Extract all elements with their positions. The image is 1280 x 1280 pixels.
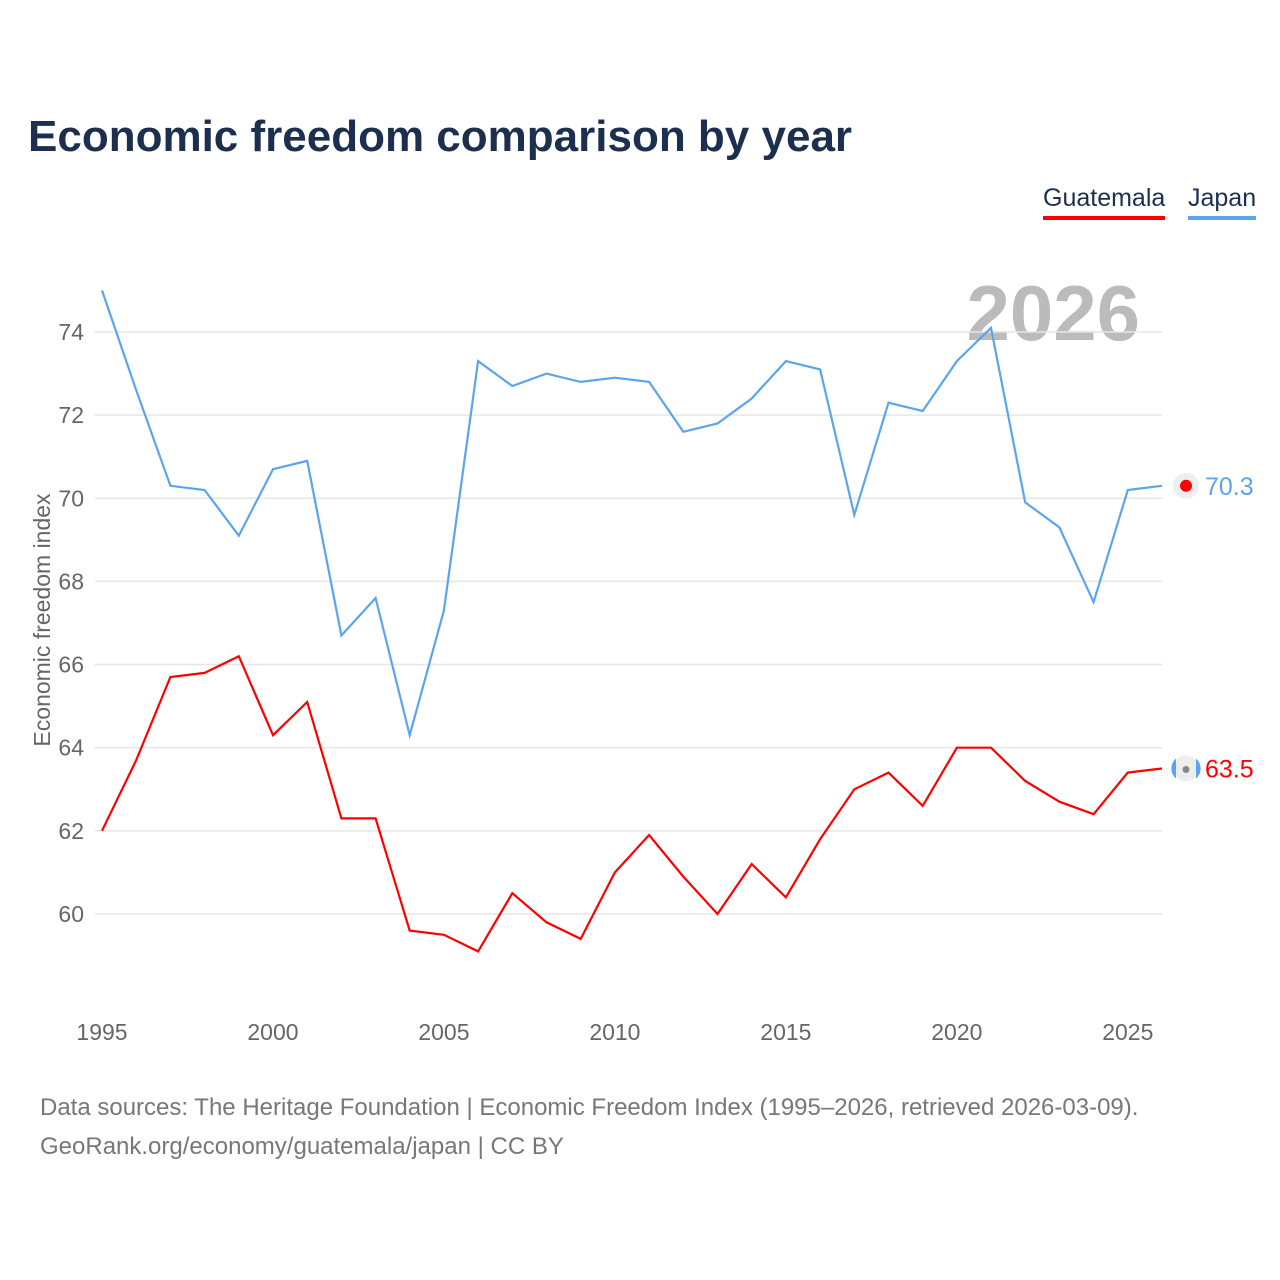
- y-tick-label: 64: [58, 735, 84, 761]
- y-tick-label: 68: [58, 568, 84, 594]
- japan-flag-sun: [1180, 479, 1192, 492]
- year-watermark: 2026: [966, 269, 1140, 357]
- x-tick-label: 2020: [931, 1019, 982, 1045]
- source-link[interactable]: GeoRank.org/economy/guatemala/japan | CC…: [40, 1133, 564, 1160]
- y-tick-label: 62: [58, 818, 84, 844]
- guatemala-flag-stripe: [1196, 758, 1201, 779]
- legend-guatemala[interactable]: Guatemala: [1043, 184, 1166, 220]
- end-value-label: 70.3: [1205, 473, 1254, 501]
- data-source: Data sources: The Heritage Foundation | …: [40, 1094, 1139, 1121]
- x-tick-label: 2005: [418, 1019, 469, 1045]
- y-tick-label: 66: [58, 652, 84, 678]
- series-line-guatemala: [101, 654, 1163, 953]
- x-tick-label: 2015: [760, 1019, 811, 1045]
- series-line-japan: [100, 290, 1163, 740]
- x-tick-label: 1995: [76, 1019, 127, 1045]
- y-tick-label: 72: [58, 402, 84, 428]
- y-tick-label: 74: [58, 319, 84, 345]
- y-axis-label: Economic freedom index: [29, 493, 55, 747]
- y-tick-label: 60: [58, 901, 84, 927]
- guatemala-flag-emblem: [1182, 765, 1190, 773]
- y-tick-label: 70: [58, 485, 84, 511]
- chart-title: Economic freedom comparison by year: [28, 112, 853, 161]
- end-value-label: 63.5: [1205, 755, 1254, 783]
- x-tick-label: 2000: [247, 1019, 298, 1045]
- x-tick-label: 2010: [589, 1019, 640, 1045]
- x-tick-label: 2025: [1102, 1019, 1153, 1045]
- legend-japan[interactable]: Japan: [1188, 184, 1257, 220]
- guatemala-flag-stripe: [1171, 758, 1176, 779]
- footer: Data sources: The Heritage Foundation | …: [40, 1088, 1138, 1166]
